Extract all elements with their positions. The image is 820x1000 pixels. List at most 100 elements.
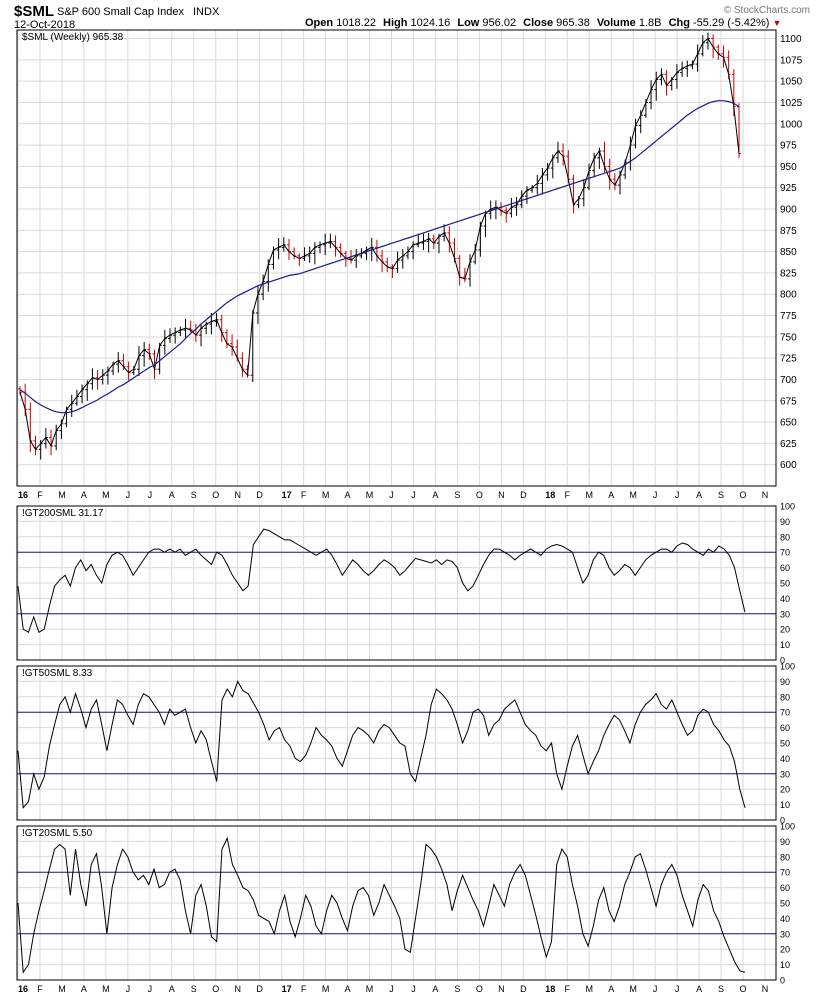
moving-average-line [19, 100, 740, 414]
y-tick-label: 850 [780, 247, 797, 258]
x-tick-label: F [565, 490, 571, 500]
x-tick-label: O [476, 984, 483, 994]
y-tick-label: 80 [780, 852, 790, 862]
y-tick-label: 60 [780, 883, 790, 893]
breadth-line-3 [17, 836, 746, 974]
x-tick-label: J [148, 490, 153, 500]
y-tick-label: 90 [780, 677, 790, 687]
y-tick-label: 50 [780, 739, 790, 749]
x-tick-label: 18 [545, 984, 555, 994]
breadth-line-2 [17, 680, 746, 809]
x-tick-label: N [762, 984, 769, 994]
y-tick-label: 825 [780, 268, 797, 279]
y-tick-label: 950 [780, 162, 797, 173]
x-tick-label: M [585, 984, 593, 994]
y-tick-label: 900 [780, 204, 797, 215]
x-tick-label: O [212, 490, 219, 500]
y-tick-label: 650 [780, 418, 797, 429]
y-tick-label: 875 [780, 226, 797, 237]
x-tick-label: M [629, 984, 637, 994]
x-tick-label: A [696, 984, 702, 994]
panel-2-border [16, 665, 777, 821]
y-tick-label: 600 [780, 460, 797, 471]
x-tick-label: M [58, 984, 66, 994]
x-tick-label: D [520, 984, 527, 994]
x-tick-label: M [366, 490, 374, 500]
open-label: Open [305, 17, 334, 29]
x-tick-label: J [389, 490, 394, 500]
y-tick-label: 10 [780, 960, 790, 970]
x-tick-label: A [169, 490, 175, 500]
high-label: High [383, 17, 408, 29]
y-tick-label: 1100 [780, 34, 802, 45]
y-tick-label: 20 [780, 785, 790, 795]
x-tick-label: N [762, 490, 769, 500]
symbol-title: $SML [14, 3, 55, 20]
y-tick-label: 40 [780, 914, 790, 924]
y-tick-label: 625 [780, 439, 797, 450]
x-tick-label: A [432, 490, 438, 500]
low-label: Low [457, 17, 480, 29]
chart-date: 12-Oct-2018 [14, 19, 76, 31]
index-name: S&P 600 Small Cap Index [57, 6, 184, 18]
x-tick-label: J [675, 984, 680, 994]
x-tick-label: J [411, 984, 416, 994]
x-tick-label: N [498, 984, 505, 994]
y-tick-label: 50 [780, 899, 790, 909]
x-tick-label: A [345, 984, 351, 994]
x-tick-label: S [454, 490, 460, 500]
x-tick-label: J [653, 490, 658, 500]
y-tick-label: 1025 [780, 98, 803, 109]
y-tick-label: 40 [780, 754, 790, 764]
panel-legend: $SML (Weekly) 965.38 [22, 32, 124, 43]
close-value: 965.38 [556, 17, 590, 29]
y-tick-label: 10 [780, 800, 790, 810]
x-tick-label: D [256, 490, 263, 500]
x-tick-label: F [565, 984, 571, 994]
x-tick-label: M [322, 490, 330, 500]
y-tick-label: 50 [780, 579, 790, 589]
y-tick-label: 20 [780, 945, 790, 955]
x-tick-label: F [37, 984, 43, 994]
x-tick-label: F [37, 490, 43, 500]
y-tick-label: 0 [780, 976, 785, 986]
x-tick-label: D [520, 490, 527, 500]
y-tick-label: 975 [780, 141, 797, 152]
y-tick-label: 100 [780, 822, 795, 832]
close-price-line [19, 37, 740, 451]
x-tick-label: M [102, 984, 110, 994]
x-tick-label: 17 [282, 490, 292, 500]
x-tick-label: J [411, 490, 416, 500]
y-tick-label: 40 [780, 594, 790, 604]
panel-0-background [17, 30, 776, 486]
panel-legend: !GT20SML 5.50 [22, 828, 93, 839]
x-tick-label: S [718, 490, 724, 500]
x-tick-label: 17 [282, 984, 292, 994]
y-tick-label: 1075 [780, 55, 803, 66]
y-tick-label: 700 [780, 375, 797, 386]
x-tick-label: A [696, 490, 702, 500]
x-tick-label: N [234, 984, 241, 994]
x-tick-label: J [389, 984, 394, 994]
x-tick-label: O [740, 490, 747, 500]
high-value: 1024.16 [410, 17, 451, 29]
x-tick-label: M [322, 984, 330, 994]
x-tick-label: N [498, 490, 505, 500]
chg-value: -55.29 (-5.42%) [693, 17, 770, 29]
chg-label: Chg [668, 17, 690, 29]
x-tick-label: O [212, 984, 219, 994]
y-tick-label: 70 [780, 708, 790, 718]
x-tick-label: S [191, 984, 197, 994]
y-tick-label: 70 [780, 548, 790, 558]
y-tick-label: 750 [780, 332, 797, 343]
y-tick-label: 90 [780, 837, 790, 847]
y-tick-label: 725 [780, 354, 797, 365]
y-tick-label: 30 [780, 609, 790, 619]
breadth-line-1 [17, 528, 746, 634]
x-tick-label: A [81, 984, 87, 994]
x-tick-label: M [58, 490, 66, 500]
x-tick-label: J [653, 984, 658, 994]
x-tick-label: M [102, 490, 110, 500]
y-tick-label: 0 [780, 656, 785, 666]
exchange-label: INDX [193, 6, 220, 18]
